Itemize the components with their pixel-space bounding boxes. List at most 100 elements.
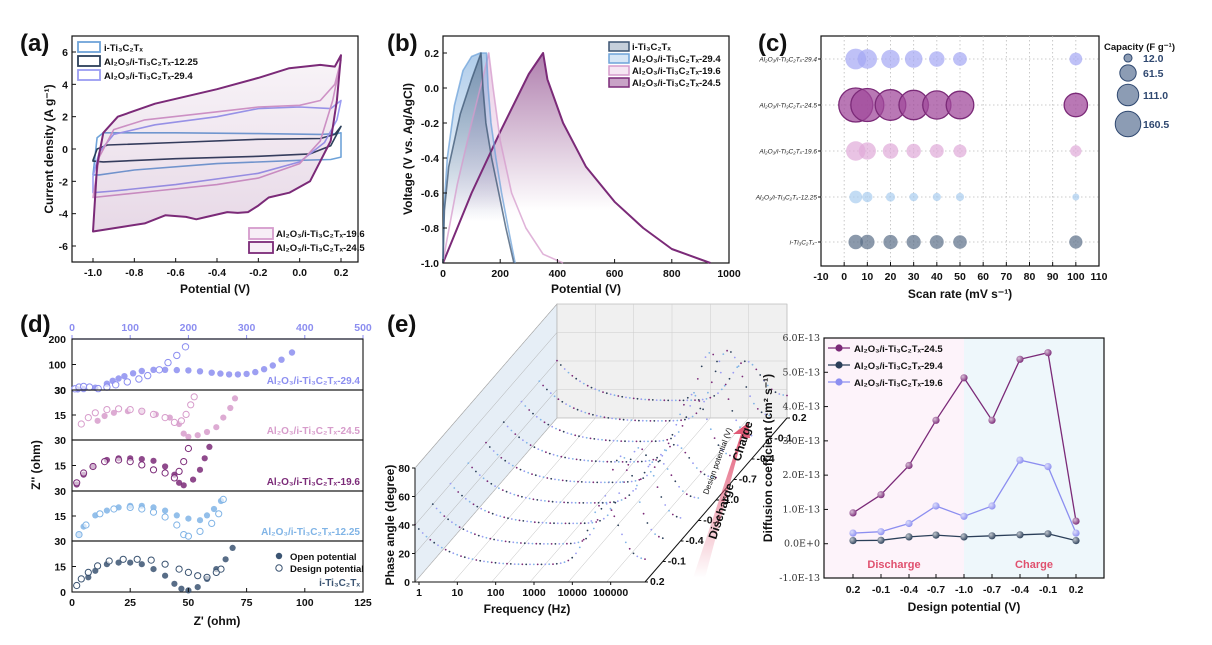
bode-point bbox=[626, 419, 629, 421]
bode-point bbox=[786, 394, 788, 397]
design-potential-point bbox=[126, 503, 134, 511]
bode-point bbox=[582, 502, 585, 504]
y-tick-label: 0 bbox=[62, 144, 68, 156]
bode-point bbox=[447, 518, 449, 521]
x-tick-label: 30 bbox=[908, 271, 920, 283]
bode-point bbox=[563, 368, 566, 370]
design-potential-point bbox=[161, 414, 169, 422]
bode-point bbox=[517, 494, 519, 497]
x-axis-title: Scan rate (mV s⁻¹) bbox=[908, 287, 1012, 301]
bode-point bbox=[573, 480, 576, 483]
bode-point bbox=[628, 494, 631, 496]
legend-marker bbox=[835, 344, 843, 352]
x-tick-label: 800 bbox=[663, 268, 681, 280]
bode-point bbox=[648, 398, 650, 401]
bubble bbox=[1069, 235, 1083, 249]
bode-point bbox=[508, 462, 510, 465]
design-potential-point bbox=[173, 521, 181, 529]
design-potential-point bbox=[187, 401, 195, 409]
bode-point bbox=[618, 492, 621, 494]
bode-point bbox=[625, 469, 628, 471]
bode-point bbox=[542, 384, 544, 387]
bode-point bbox=[421, 532, 424, 534]
side-grid-line bbox=[414, 332, 558, 497]
bode-point bbox=[686, 399, 689, 402]
bubble bbox=[945, 90, 975, 120]
bubble bbox=[929, 144, 944, 158]
design-potential-point bbox=[184, 532, 192, 540]
bode-point bbox=[621, 395, 624, 398]
x-tick-label: 100000 bbox=[593, 587, 628, 599]
bode-point bbox=[579, 380, 581, 383]
bode-point bbox=[686, 396, 689, 399]
bode-point bbox=[539, 418, 542, 421]
design-potential-point bbox=[135, 375, 143, 383]
design-potential-point bbox=[190, 393, 198, 401]
y-tick-label: 30 bbox=[54, 385, 66, 397]
data-point-highlight bbox=[877, 491, 885, 499]
x-axis-title: Potential (V) bbox=[180, 282, 250, 296]
bubble bbox=[849, 190, 863, 204]
bode-point bbox=[585, 537, 587, 540]
bode-point bbox=[668, 419, 671, 422]
bode-point bbox=[620, 499, 623, 501]
open-potential-point bbox=[101, 412, 108, 420]
bode-point bbox=[571, 458, 574, 460]
bode-point bbox=[567, 371, 570, 374]
y-tick-label: 6.0E-13 bbox=[782, 333, 820, 344]
legend-label: Open potential bbox=[290, 552, 357, 563]
bode-point bbox=[605, 503, 608, 505]
bode-point bbox=[515, 466, 518, 469]
bode-point bbox=[609, 501, 611, 504]
data-point-highlight bbox=[1044, 530, 1052, 538]
design-potential-point bbox=[96, 510, 104, 518]
bode-point bbox=[435, 507, 438, 510]
bode-point bbox=[587, 522, 590, 524]
bubble bbox=[1072, 193, 1080, 201]
bode-point bbox=[698, 400, 701, 402]
legend-marker bbox=[835, 361, 843, 369]
open-potential-point bbox=[138, 367, 145, 375]
design-potential-point bbox=[161, 469, 169, 477]
data-point-highlight bbox=[960, 512, 968, 520]
bode-point bbox=[586, 502, 588, 504]
design-potential-point bbox=[84, 414, 92, 422]
bode-point bbox=[576, 522, 578, 525]
legend-swatch bbox=[608, 65, 630, 76]
bode-point bbox=[563, 501, 565, 504]
open-potential-point bbox=[173, 512, 180, 519]
y-tick-label: 4.0E-13 bbox=[782, 402, 820, 413]
x-tick-label: 0 bbox=[69, 597, 75, 609]
bode-point bbox=[556, 522, 559, 525]
bode-point bbox=[632, 552, 635, 555]
y-tick-label: 15 bbox=[54, 511, 66, 523]
bode-point bbox=[636, 555, 639, 558]
top-x-tick-label: 500 bbox=[354, 322, 372, 334]
bode-point bbox=[585, 436, 588, 439]
bode-point bbox=[756, 408, 759, 410]
bode-point bbox=[645, 419, 648, 422]
bode-point bbox=[631, 440, 634, 443]
size-legend-label: 111.0 bbox=[1143, 90, 1168, 102]
bode-point bbox=[516, 541, 518, 544]
y-category-label: Al₂O₃/i-Ti₃C₂Tₓ-19.6 bbox=[758, 149, 817, 156]
data-point-highlight bbox=[849, 537, 857, 545]
open-potential-point bbox=[150, 566, 157, 573]
bode-point bbox=[494, 485, 496, 487]
bode-point bbox=[479, 559, 482, 562]
bubble bbox=[857, 49, 878, 69]
y-tick-label: -0.6 bbox=[421, 188, 439, 200]
bode-point bbox=[641, 448, 644, 451]
bode-point bbox=[676, 444, 679, 447]
open-potential-point bbox=[138, 561, 145, 568]
y-tick-label: -0.8 bbox=[421, 223, 439, 235]
bode-point bbox=[639, 478, 642, 481]
data-point-highlight bbox=[1072, 537, 1080, 545]
bubble bbox=[929, 235, 944, 249]
bode-point bbox=[656, 456, 658, 459]
bode-point bbox=[525, 441, 528, 444]
bode-point bbox=[495, 514, 498, 516]
bode-point bbox=[556, 454, 559, 457]
bode-point bbox=[461, 494, 463, 497]
bode-point bbox=[494, 561, 497, 564]
